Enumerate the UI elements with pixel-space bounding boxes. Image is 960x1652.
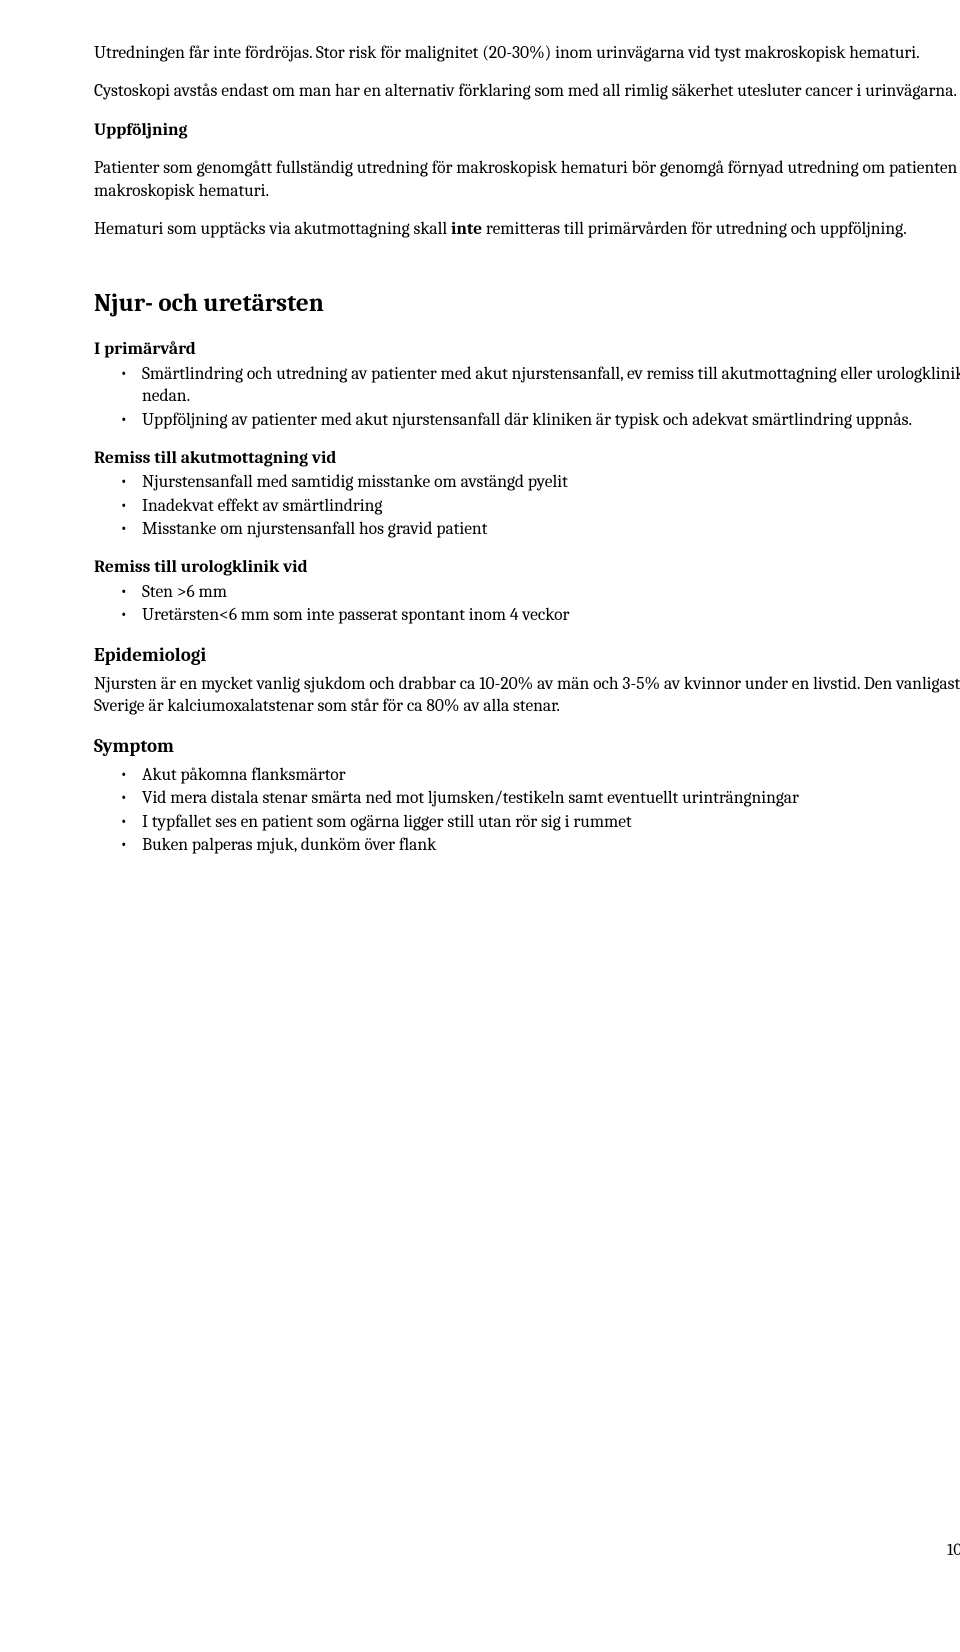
paragraph-epidemiologi: Njursten är en mycket vanlig sjukdom och… [94,673,960,718]
list-symptom: Akut påkomna flanksmärtor Vid mera dista… [94,764,960,857]
heading-akut: Remiss till akutmottagning vid [94,447,960,469]
heading-epidemiologi: Epidemiologi [94,643,960,667]
heading-njur-uretarsten: Njur- och uretärsten [94,288,960,320]
text-span: Hematuri som upptäcks via akutmottagning… [94,219,451,239]
paragraph-uppfoljning-2: Hematuri som upptäcks via akutmottagning… [94,218,960,240]
list-item: Sten >6 mm [94,581,960,603]
heading-urolog: Remiss till urologklinik vid [94,556,960,578]
list-urolog: Sten >6 mm Uretärsten<6 mm som inte pass… [94,581,960,627]
list-primarvard: Smärtlindring och utredning av patienter… [94,363,960,431]
list-item: Njurstensanfall med samtidig misstanke o… [94,471,960,493]
paragraph-cystoskopi: Cystoskopi avstås endast om man har en a… [94,80,960,102]
heading-primarvard: I primärvård [94,338,960,360]
list-item: I typfallet ses en patient som ogärna li… [94,811,960,833]
heading-symptom: Symptom [94,734,960,758]
list-item: Uppföljning av patienter med akut njurst… [94,409,960,431]
page-number: 10 [947,1540,960,1562]
list-item: Smärtlindring och utredning av patienter… [94,363,960,408]
list-akut: Njurstensanfall med samtidig misstanke o… [94,471,960,540]
text-span: remitteras till primärvården för utredni… [482,219,907,239]
heading-uppfoljning: Uppföljning [94,119,960,141]
paragraph-intro: Utredningen får inte fördröjas. Stor ris… [94,42,960,64]
list-item: Inadekvat effekt av smärtlindring [94,495,960,517]
paragraph-uppfoljning-1: Patienter som genomgått fullständig utre… [94,157,960,202]
list-item: Misstanke om njurstensanfall hos gravid … [94,518,960,540]
list-item: Vid mera distala stenar smärta ned mot l… [94,787,960,809]
list-item: Akut påkomna flanksmärtor [94,764,960,786]
list-item: Uretärsten<6 mm som inte passerat sponta… [94,604,960,626]
text-bold-inte: inte [451,219,482,239]
list-item: Buken palperas mjuk, dunköm över flank [94,834,960,856]
